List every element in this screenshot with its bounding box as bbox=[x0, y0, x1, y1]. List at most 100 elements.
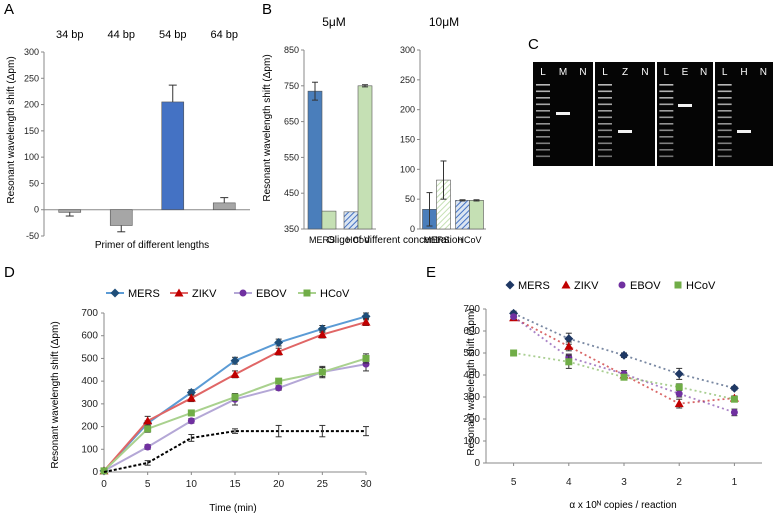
gel-lane-label: L bbox=[540, 67, 546, 78]
ladder-band bbox=[598, 142, 612, 145]
sample-band bbox=[737, 130, 751, 133]
gel-lane-label: H bbox=[740, 67, 747, 78]
ladder-band bbox=[717, 123, 732, 125]
ladder-band bbox=[598, 103, 612, 106]
y-tick-label: 600 bbox=[463, 326, 480, 337]
legend-label: EBOV bbox=[256, 288, 287, 300]
y-tick-label: 850 bbox=[284, 45, 299, 55]
data-point bbox=[620, 373, 628, 381]
data-point bbox=[675, 383, 683, 391]
gel-lane-label: Z bbox=[622, 67, 628, 78]
ladder-band bbox=[598, 123, 612, 125]
y-tick-label: 0 bbox=[474, 458, 480, 469]
data-point bbox=[186, 393, 196, 402]
ladder-band bbox=[659, 136, 674, 138]
legend-label: MERS bbox=[518, 280, 550, 292]
data-point bbox=[730, 395, 738, 403]
legend-label: HCoV bbox=[686, 280, 716, 292]
bar bbox=[58, 209, 82, 213]
ladder-band bbox=[536, 149, 550, 151]
legend-marker bbox=[618, 281, 626, 289]
x-tick-label: 4 bbox=[566, 477, 572, 488]
gel-lane-label: E bbox=[682, 67, 689, 78]
data-point bbox=[230, 356, 240, 366]
gel-lane-panel bbox=[715, 62, 773, 166]
y-tick-label: 400 bbox=[81, 376, 98, 387]
data-point bbox=[274, 347, 284, 356]
y-tick-label: -50 bbox=[26, 231, 39, 241]
ladder-band bbox=[717, 142, 732, 145]
y-tick-label: 100 bbox=[24, 152, 39, 162]
gel-lane-label: N bbox=[760, 67, 767, 78]
legend-label: MERS bbox=[128, 288, 160, 300]
ladder-band bbox=[536, 155, 550, 158]
panel-label-a: A bbox=[4, 1, 14, 18]
bar bbox=[109, 209, 133, 226]
gel-lane-label: L bbox=[664, 67, 670, 78]
gel-lane-label: N bbox=[641, 67, 648, 78]
data-point bbox=[275, 377, 283, 385]
ladder-band bbox=[717, 136, 732, 138]
ladder-band bbox=[536, 97, 550, 99]
x-tick-label: 20 bbox=[273, 479, 285, 490]
ladder-band bbox=[659, 90, 674, 93]
bar bbox=[212, 202, 236, 211]
panel-e-chart: 0 100 200 300 400 500 600 700 5 4 3 2 1 MERS ZIKV EBOV H… bbox=[463, 280, 762, 488]
ladder-band bbox=[659, 116, 674, 119]
ladder-band bbox=[717, 116, 732, 119]
bar bbox=[455, 200, 470, 230]
panel-b-xlabel: Oligo of different concentration bbox=[327, 235, 463, 246]
y-tick-label: 100 bbox=[400, 164, 415, 174]
data-point bbox=[187, 409, 195, 417]
y-tick-label: 0 bbox=[34, 205, 39, 215]
y-tick-label: 700 bbox=[81, 308, 98, 319]
data-point bbox=[230, 369, 240, 378]
data-point bbox=[231, 393, 239, 401]
ladder-band bbox=[536, 110, 550, 112]
y-tick-label: 250 bbox=[400, 75, 415, 85]
x-tick-label: 5 bbox=[145, 479, 151, 490]
x-tick-label: 5 bbox=[511, 477, 517, 488]
data-point bbox=[565, 358, 573, 366]
gel-lane-label: L bbox=[722, 67, 728, 78]
data-point bbox=[100, 467, 108, 475]
panel-b-chart: 350 450 550 650 750 850 MERS HCoV 0 50 100 150 200 25… bbox=[284, 45, 486, 245]
panel-d-chart: 0 100 200 300 400 500 600 700 0 5 10 15 20 25 30 MERS ZI… bbox=[81, 288, 372, 490]
sample-band bbox=[678, 104, 692, 107]
data-point bbox=[187, 417, 195, 425]
gel-lane-panel bbox=[657, 62, 713, 166]
category-label: 44 bp bbox=[107, 29, 135, 41]
y-tick-label: 100 bbox=[463, 436, 480, 447]
y-tick-label: 50 bbox=[29, 178, 39, 188]
legend-marker bbox=[674, 281, 682, 289]
panel-b-ylabel: Resonant wavelength shift (Δpm) bbox=[262, 54, 273, 201]
ladder-band bbox=[717, 97, 732, 99]
data-point bbox=[564, 341, 574, 350]
y-tick-label: 300 bbox=[463, 392, 480, 403]
gel-lane-label: L bbox=[602, 67, 608, 78]
data-point bbox=[317, 330, 327, 339]
legend-marker bbox=[303, 289, 311, 297]
ladder-band bbox=[598, 84, 612, 86]
y-tick-label: 550 bbox=[284, 152, 299, 162]
y-tick-label: 500 bbox=[463, 348, 480, 359]
y-tick-label: 650 bbox=[284, 117, 299, 127]
ladder-band bbox=[536, 103, 550, 106]
data-point bbox=[674, 399, 684, 408]
ladder-band bbox=[598, 110, 612, 112]
ladder-band bbox=[659, 123, 674, 125]
legend-marker bbox=[110, 288, 120, 298]
data-point bbox=[143, 416, 153, 425]
ladder-band bbox=[598, 136, 612, 138]
data-point bbox=[510, 349, 518, 357]
ladder-band bbox=[717, 110, 732, 112]
legend-label: HCoV bbox=[320, 288, 350, 300]
category-label: MERS bbox=[309, 235, 335, 245]
y-tick-label: 200 bbox=[24, 100, 39, 110]
y-tick-label: 350 bbox=[284, 224, 299, 234]
series-line bbox=[103, 430, 366, 473]
legend-marker bbox=[174, 288, 184, 297]
ladder-band bbox=[598, 97, 612, 99]
panel-b-title-5um: 5μM bbox=[322, 15, 346, 29]
